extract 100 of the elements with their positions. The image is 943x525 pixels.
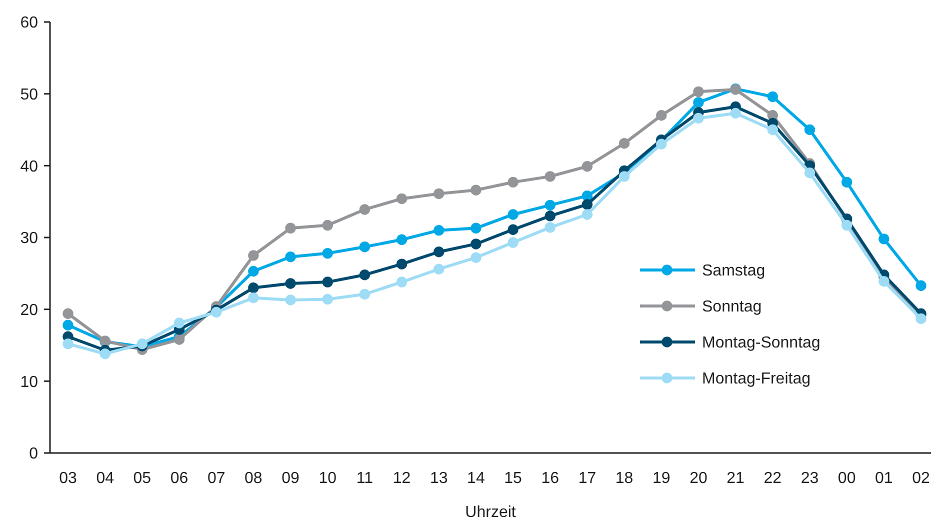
- point: [359, 241, 370, 252]
- point: [544, 222, 556, 233]
- point: [322, 248, 333, 259]
- point: [693, 97, 704, 108]
- point: [396, 193, 408, 204]
- point: [470, 238, 482, 250]
- y-tick-label: 30: [20, 230, 38, 248]
- point: [434, 188, 444, 200]
- point: [508, 237, 518, 248]
- point: [767, 91, 778, 102]
- x-tick-label: 03: [59, 470, 77, 487]
- point: [804, 124, 816, 136]
- point: [396, 234, 408, 245]
- x-tick-label: 18: [615, 470, 634, 487]
- point: [174, 334, 185, 345]
- x-tick-label: 11: [356, 470, 374, 487]
- point: [693, 86, 704, 98]
- point: [508, 224, 518, 235]
- point: [544, 210, 556, 222]
- point: [767, 124, 778, 136]
- y-tick-label: 40: [20, 158, 38, 176]
- point: [656, 138, 667, 150]
- x-tick-label: 19: [652, 470, 670, 487]
- legend-label: Samstag: [702, 262, 766, 280]
- point: [693, 112, 704, 124]
- point: [916, 280, 926, 291]
- x-tick-label: 08: [244, 470, 262, 487]
- point: [285, 278, 296, 289]
- x-tick-label: 17: [578, 470, 596, 487]
- point: [359, 270, 370, 280]
- x-tick-label: 20: [690, 470, 708, 487]
- x-tick-label: 02: [912, 470, 930, 487]
- y-tick-label: 0: [29, 446, 38, 463]
- point: [582, 161, 593, 172]
- legend-label: Montag-Sonntag: [702, 334, 820, 352]
- point: [470, 252, 482, 263]
- x-tick-label: 22: [764, 470, 782, 487]
- x-tick-label: 10: [318, 470, 337, 487]
- point: [248, 250, 259, 261]
- point: [841, 176, 852, 188]
- point: [434, 224, 444, 236]
- x-tick-label: 06: [170, 470, 188, 487]
- point: [174, 318, 185, 328]
- point: [544, 171, 556, 182]
- point: [62, 308, 74, 319]
- point: [470, 222, 482, 234]
- y-tick-label: 50: [20, 86, 38, 104]
- point: [210, 306, 222, 318]
- point: [285, 252, 296, 262]
- point: [359, 288, 370, 300]
- y-tick-label: 20: [20, 302, 38, 319]
- point: [322, 220, 333, 231]
- point: [285, 294, 296, 306]
- point: [618, 171, 630, 182]
- point: [544, 200, 556, 211]
- point: [508, 209, 518, 220]
- y-tick-label: 10: [20, 374, 38, 391]
- point: [730, 108, 741, 119]
- x-tick-label: 13: [430, 470, 448, 487]
- point: [100, 348, 110, 360]
- point: [62, 338, 74, 350]
- point: [470, 184, 482, 196]
- x-axis-title: Uhrzeit: [465, 504, 516, 521]
- point: [62, 320, 74, 330]
- point: [841, 220, 852, 231]
- point: [322, 276, 333, 288]
- x-tick-label: 01: [875, 470, 893, 487]
- legend-label: Montag-Freitag: [702, 370, 810, 388]
- x-tick-label: 14: [467, 470, 485, 487]
- x-tick-label: 07: [207, 470, 226, 487]
- point: [136, 338, 148, 350]
- x-tick-label: 21: [726, 470, 745, 487]
- x-tick-label: 00: [838, 470, 856, 487]
- point: [804, 168, 816, 178]
- point: [878, 234, 890, 244]
- point: [582, 209, 593, 220]
- point: [396, 258, 408, 270]
- x-tick-label: 12: [392, 470, 411, 487]
- point: [656, 110, 667, 121]
- x-tick-label: 16: [541, 470, 560, 487]
- point: [508, 176, 518, 188]
- point: [618, 138, 630, 149]
- point: [434, 264, 444, 274]
- x-tick-label: 15: [504, 470, 522, 487]
- x-tick-label: 23: [800, 470, 819, 487]
- x-tick-label: 09: [282, 470, 300, 487]
- point: [582, 199, 593, 210]
- point: [248, 282, 259, 294]
- point: [916, 313, 926, 324]
- x-tick-label: 04: [96, 470, 114, 487]
- point: [878, 276, 890, 287]
- point: [322, 294, 333, 305]
- point: [285, 222, 296, 234]
- x-tick-label: 05: [133, 470, 152, 487]
- point: [248, 266, 259, 277]
- point: [434, 246, 444, 258]
- point: [359, 204, 370, 215]
- point: [248, 292, 259, 304]
- legend-label: Sonntag: [702, 298, 762, 316]
- point: [396, 276, 408, 288]
